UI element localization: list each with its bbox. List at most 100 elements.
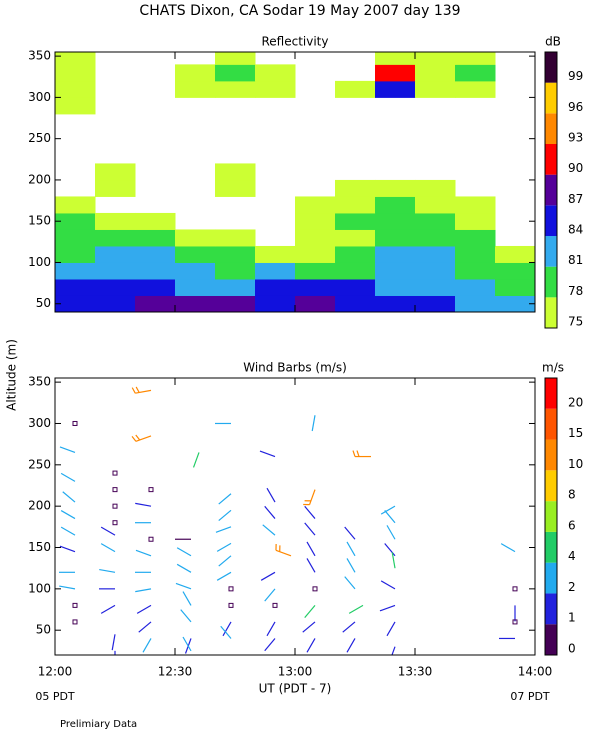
barb-staff bbox=[500, 543, 516, 553]
y-tick-label: 50 bbox=[36, 623, 51, 637]
reflectivity-cell bbox=[415, 163, 456, 180]
reflectivity-cell bbox=[375, 278, 416, 296]
barb-staff bbox=[304, 505, 316, 519]
reflectivity-cell bbox=[55, 278, 96, 296]
wind-barb bbox=[264, 638, 276, 652]
wind-barb bbox=[380, 505, 396, 515]
colorbar-tick-label: 6 bbox=[568, 518, 576, 532]
reflectivity-cell bbox=[415, 229, 456, 247]
reflectivity-cell bbox=[455, 196, 496, 214]
colorbar-segment bbox=[545, 408, 557, 440]
reflectivity-cell bbox=[95, 163, 136, 181]
reflectivity-cell bbox=[175, 114, 216, 131]
reflectivity-cell bbox=[295, 147, 336, 164]
reflectivity-cell bbox=[175, 147, 216, 164]
reflectivity-cell bbox=[135, 295, 176, 312]
barb-staff bbox=[264, 638, 276, 652]
reflectivity-cell bbox=[175, 278, 216, 296]
wind-barb bbox=[275, 543, 292, 557]
wind-barb bbox=[259, 450, 276, 458]
colorbar-segment bbox=[545, 562, 557, 594]
reflectivity-cell bbox=[55, 114, 96, 131]
panel-title: Wind Barbs (m/s) bbox=[243, 361, 347, 375]
calm-marker bbox=[312, 586, 318, 592]
reflectivity-cell bbox=[335, 212, 376, 230]
wind-barb bbox=[136, 604, 152, 614]
barb-staff bbox=[384, 510, 396, 524]
reflectivity-cell bbox=[215, 80, 256, 98]
reflectivity-cell bbox=[95, 278, 136, 296]
barb-staff bbox=[386, 525, 396, 540]
reflectivity-cell bbox=[95, 130, 136, 147]
reflectivity-cell bbox=[55, 229, 96, 247]
barb-staff bbox=[346, 638, 356, 653]
colorbar-segment bbox=[545, 593, 557, 625]
wind-barb bbox=[220, 625, 232, 639]
reflectivity-cell bbox=[375, 97, 416, 114]
y-tick-label: 350 bbox=[28, 375, 51, 389]
colorbar-segment bbox=[545, 501, 557, 532]
colorbar-segment bbox=[545, 470, 557, 502]
wind-barb bbox=[306, 558, 316, 573]
reflectivity-cell bbox=[215, 64, 256, 82]
reflectivity-cell bbox=[55, 52, 96, 65]
wind-barb bbox=[346, 638, 356, 653]
reflectivity-cell bbox=[215, 130, 256, 147]
reflectivity-cell bbox=[335, 245, 376, 263]
barb-staff bbox=[380, 580, 396, 590]
barb-staff bbox=[180, 609, 192, 623]
barb-staff bbox=[218, 493, 232, 505]
wind-barb bbox=[135, 549, 152, 557]
y-tick-label: 200 bbox=[28, 172, 51, 186]
barb-staff bbox=[216, 542, 232, 552]
barb-staff bbox=[136, 604, 152, 614]
reflectivity-cell bbox=[55, 196, 96, 214]
reflectivity-cell bbox=[295, 278, 336, 296]
barb-staff bbox=[346, 558, 356, 573]
reflectivity-cell bbox=[95, 262, 136, 280]
reflectivity-cell bbox=[135, 97, 176, 114]
colorbar-tick-label: 4 bbox=[568, 549, 576, 563]
barb-staff bbox=[384, 543, 396, 557]
barb-staff bbox=[302, 621, 316, 633]
colorbar-tick-label: 2 bbox=[568, 580, 576, 594]
barb-feather bbox=[356, 450, 360, 457]
barb-feather bbox=[352, 450, 356, 457]
colorbar-tick-label: 87 bbox=[568, 192, 583, 206]
barb-staff bbox=[218, 555, 232, 567]
reflectivity-cell bbox=[255, 48, 296, 65]
calm-marker bbox=[148, 536, 154, 542]
reflectivity-cell bbox=[335, 147, 376, 164]
reflectivity-cell bbox=[455, 52, 496, 65]
reflectivity-cell bbox=[135, 48, 176, 65]
wind-barb bbox=[180, 609, 192, 623]
wind-barb bbox=[59, 545, 76, 553]
colorbar-segment bbox=[545, 174, 557, 206]
reflectivity-cell bbox=[375, 295, 416, 312]
reflectivity-cell bbox=[415, 262, 456, 280]
reflectivity-cell bbox=[455, 147, 496, 164]
wind-barb bbox=[215, 526, 232, 533]
wind-barb bbox=[60, 472, 76, 482]
reflectivity-cell bbox=[495, 97, 536, 114]
barb-staff bbox=[262, 524, 276, 536]
reflectivity-cell bbox=[495, 229, 536, 246]
barb-staff bbox=[386, 621, 396, 637]
y-tick-label: 350 bbox=[28, 49, 51, 63]
wind-barb bbox=[384, 510, 396, 524]
reflectivity-cell bbox=[175, 245, 216, 263]
reflectivity-cell bbox=[255, 196, 296, 213]
wind-barb bbox=[59, 585, 76, 590]
wind-barb bbox=[264, 505, 276, 519]
y-tick-label: 200 bbox=[28, 499, 51, 513]
barb-staff bbox=[175, 582, 192, 590]
reflectivity-cell bbox=[55, 97, 96, 115]
x-tick-label: 12:30 bbox=[158, 665, 193, 679]
reflectivity-cell bbox=[495, 196, 536, 213]
reflectivity-cell bbox=[335, 48, 376, 65]
reflectivity-cell bbox=[255, 229, 296, 246]
reflectivity-cell bbox=[295, 81, 336, 98]
reflectivity-cell bbox=[295, 212, 336, 230]
reflectivity-cell bbox=[215, 196, 256, 213]
